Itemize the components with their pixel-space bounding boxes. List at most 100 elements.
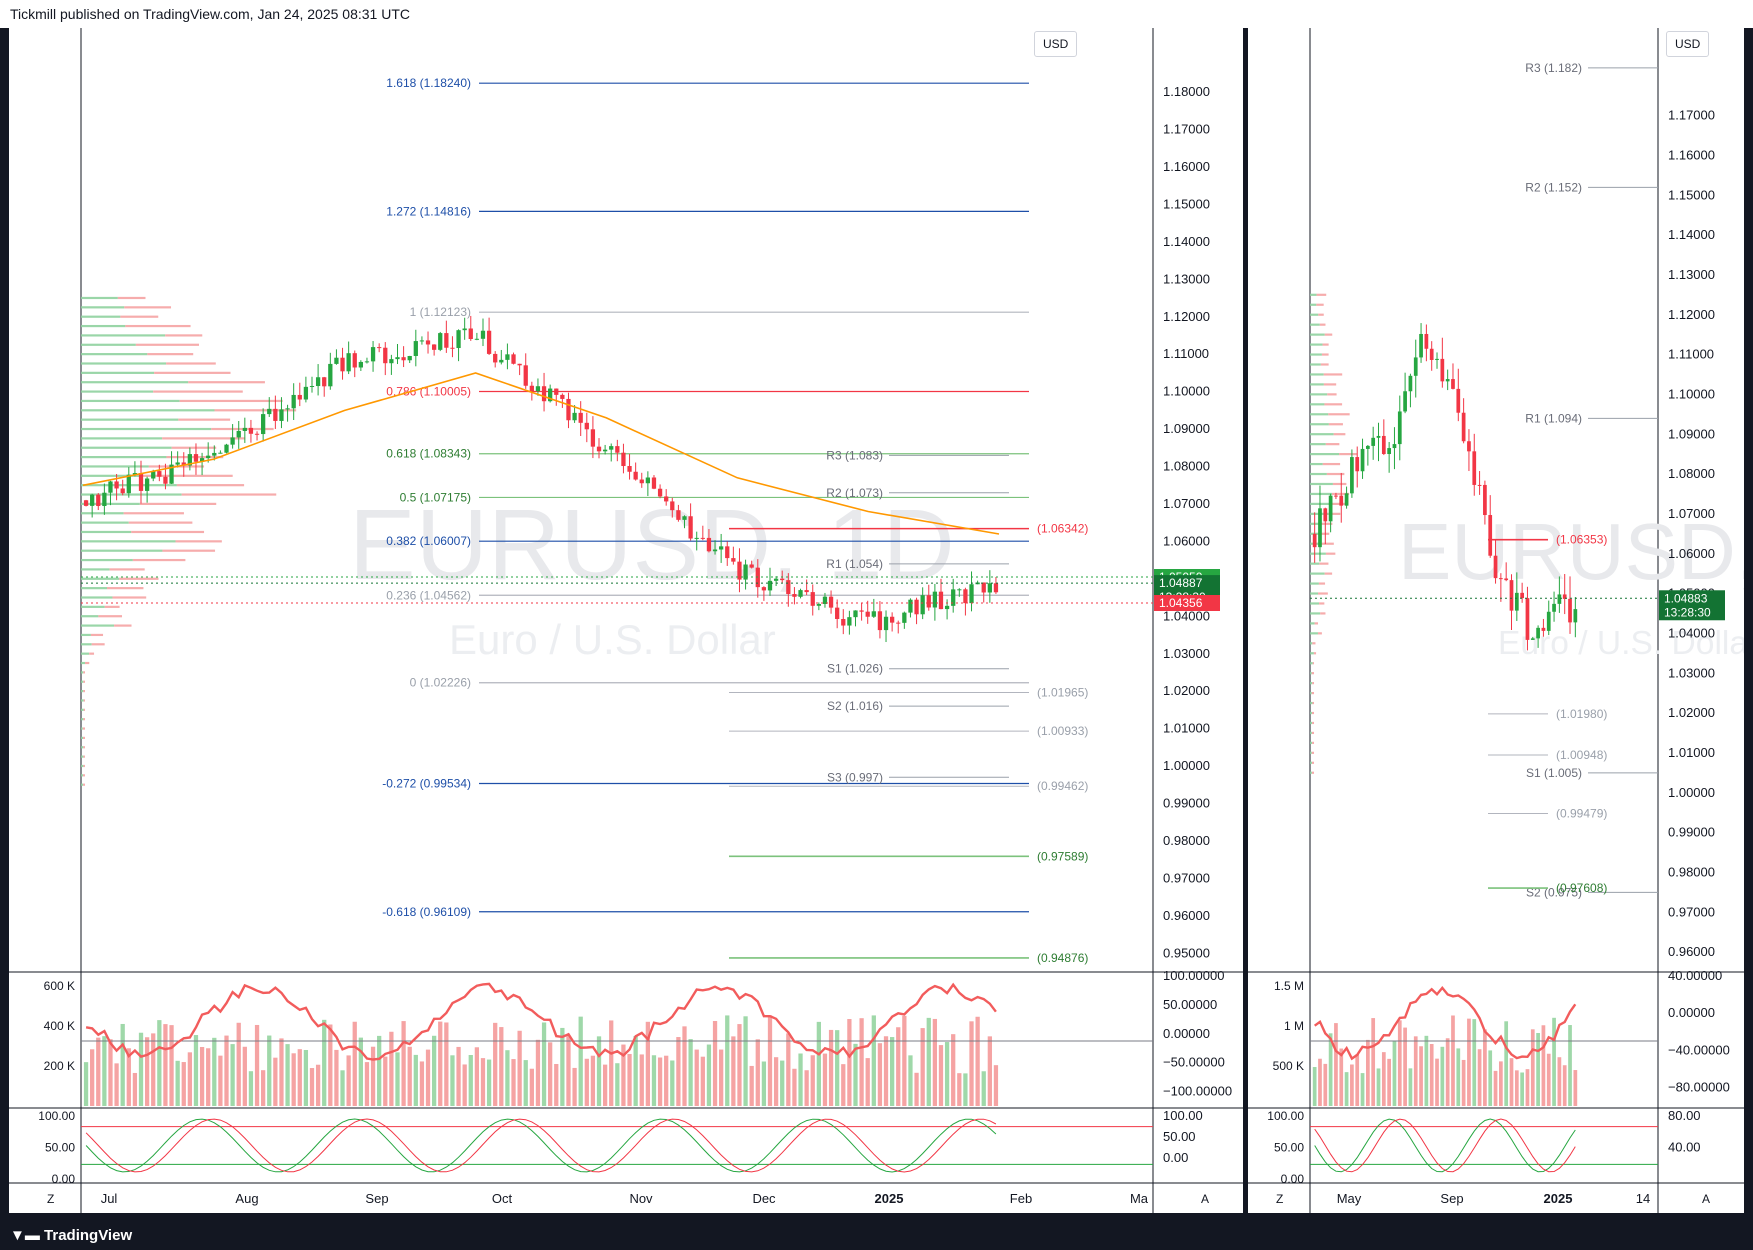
volume-profile-bar xyxy=(1310,532,1322,535)
candle-body xyxy=(1371,437,1376,446)
candle-body xyxy=(273,408,278,421)
weekly-chart-svg[interactable]: EURUSD, 1WEuro / U.S. Dollar1.170001.160… xyxy=(1248,28,1744,1213)
daily-chart-panel[interactable]: EURUSD, 1D Euro / U.S. Dollar 1.18000 1.170… xyxy=(9,28,1243,1213)
volume-bar xyxy=(1514,1070,1519,1106)
volume-profile-bar xyxy=(1322,343,1329,346)
price-tick-label: 1.14000 xyxy=(1668,227,1715,242)
volume-profile-bar xyxy=(81,530,132,534)
volume-profile-bar xyxy=(1310,691,1312,695)
volume-bar xyxy=(181,1062,186,1106)
volume-profile-bar xyxy=(1310,333,1325,336)
volume-profile-bar xyxy=(89,652,95,655)
volume-bar xyxy=(761,1061,767,1106)
stoch-tick-label: 80.00 xyxy=(1668,1108,1701,1123)
volume-bar xyxy=(285,1044,290,1106)
stoch-tick-label: 100.00 xyxy=(1163,1108,1203,1123)
volume-bar xyxy=(700,1056,705,1106)
volume-profile-bar xyxy=(142,474,233,477)
volume-profile-bar xyxy=(81,708,84,711)
candle-body xyxy=(1445,379,1450,382)
volume-profile-bar xyxy=(1328,413,1350,416)
volume-profile-bar xyxy=(1310,343,1323,346)
candle-body xyxy=(841,619,846,626)
candle-body xyxy=(816,603,821,606)
weekly-chart-panel[interactable]: EURUSD, 1WEuro / U.S. Dollar1.170001.160… xyxy=(1248,28,1744,1213)
target-label: (1.00948) xyxy=(1556,748,1607,762)
candle-body xyxy=(847,617,852,626)
candle-body xyxy=(1536,627,1540,639)
candle-body xyxy=(328,363,333,387)
volume-bar xyxy=(719,1049,724,1106)
volume-bar xyxy=(1392,1041,1397,1106)
volume-profile-bar xyxy=(81,783,84,786)
volume-profile-bar xyxy=(81,577,120,580)
volume-profile-bar xyxy=(1326,472,1345,476)
price-tick-label: 1.10000 xyxy=(1163,384,1210,399)
volume-profile-bar xyxy=(81,661,86,665)
fib-level-label: 0.236 (1.04562) xyxy=(386,588,471,602)
volume-bar xyxy=(407,1046,412,1106)
volume-profile-bar xyxy=(1310,721,1313,725)
currency-selector[interactable]: USD xyxy=(1666,31,1710,57)
volume-profile-bar xyxy=(81,371,155,374)
volume-profile-bar xyxy=(1310,672,1312,675)
volume-profile-bar xyxy=(1339,453,1358,456)
candle-body xyxy=(163,476,168,484)
volume-bar xyxy=(236,1022,241,1106)
candle-body xyxy=(1525,598,1530,640)
candle-body xyxy=(584,422,589,430)
candle-body xyxy=(700,537,705,539)
price-badge-countdown: 13:28:30 xyxy=(1664,605,1711,619)
volume-bar xyxy=(651,1055,657,1106)
volume-bar xyxy=(1376,1068,1381,1106)
volume-bar xyxy=(609,1020,614,1106)
volume-profile-bar xyxy=(1311,711,1314,715)
candle-body xyxy=(157,471,162,477)
price-tick-label: 1.07000 xyxy=(1163,496,1210,511)
volume-profile-bar xyxy=(81,633,91,637)
volume-bar xyxy=(1312,1067,1317,1106)
candle-body xyxy=(951,589,956,606)
candle-body xyxy=(804,590,809,593)
currency-selector[interactable]: USD xyxy=(1034,31,1078,57)
candle-body xyxy=(1323,508,1328,522)
volume-profile-bar xyxy=(81,587,108,590)
volume-profile-bar xyxy=(124,306,172,309)
price-tick-label: 1.17000 xyxy=(1668,108,1715,123)
volume-bar xyxy=(444,1022,449,1106)
volume-bar xyxy=(706,1044,712,1106)
volume-profile-bar xyxy=(1314,622,1319,625)
candle-body xyxy=(1573,609,1578,623)
volume-profile-bar xyxy=(81,353,148,356)
volume-profile-bar xyxy=(120,315,159,318)
candle-body xyxy=(590,429,596,447)
tradingview-logo[interactable]: ▼▬ TradingView xyxy=(10,1222,132,1250)
candle-body xyxy=(285,408,290,410)
stoch-d-line xyxy=(85,1118,997,1173)
fib-level-label: 0.5 (1.07175) xyxy=(400,490,471,504)
timezone-button[interactable]: Z xyxy=(1276,1192,1283,1206)
candle-body xyxy=(859,610,864,612)
candle-body xyxy=(828,596,834,608)
pivot-label: S1 (1.026) xyxy=(827,662,883,676)
price-tick-label: 1.03000 xyxy=(1668,665,1715,680)
volume-bar xyxy=(364,1062,370,1106)
timezone-button[interactable]: Z xyxy=(47,1192,54,1206)
volume-profile-bar xyxy=(1310,662,1313,665)
candle-body xyxy=(1557,594,1562,604)
footer: ▼▬ TradingView xyxy=(0,1222,1753,1250)
volume-profile-bar xyxy=(81,512,124,515)
candle-body xyxy=(572,412,577,421)
volume-bar xyxy=(560,1027,565,1106)
volume-profile-bar xyxy=(154,371,231,374)
candle-body xyxy=(90,494,95,506)
price-tick-label: 0.99000 xyxy=(1668,825,1715,840)
volume-bar xyxy=(309,1068,315,1106)
volume-bar xyxy=(438,1021,443,1106)
auto-scale-button[interactable]: A xyxy=(1702,1192,1710,1206)
volume-profile-bar xyxy=(1333,433,1346,436)
volume-bar xyxy=(1435,1058,1439,1106)
auto-scale-button[interactable]: A xyxy=(1201,1192,1209,1206)
time-axis-label: Jul xyxy=(101,1191,118,1206)
